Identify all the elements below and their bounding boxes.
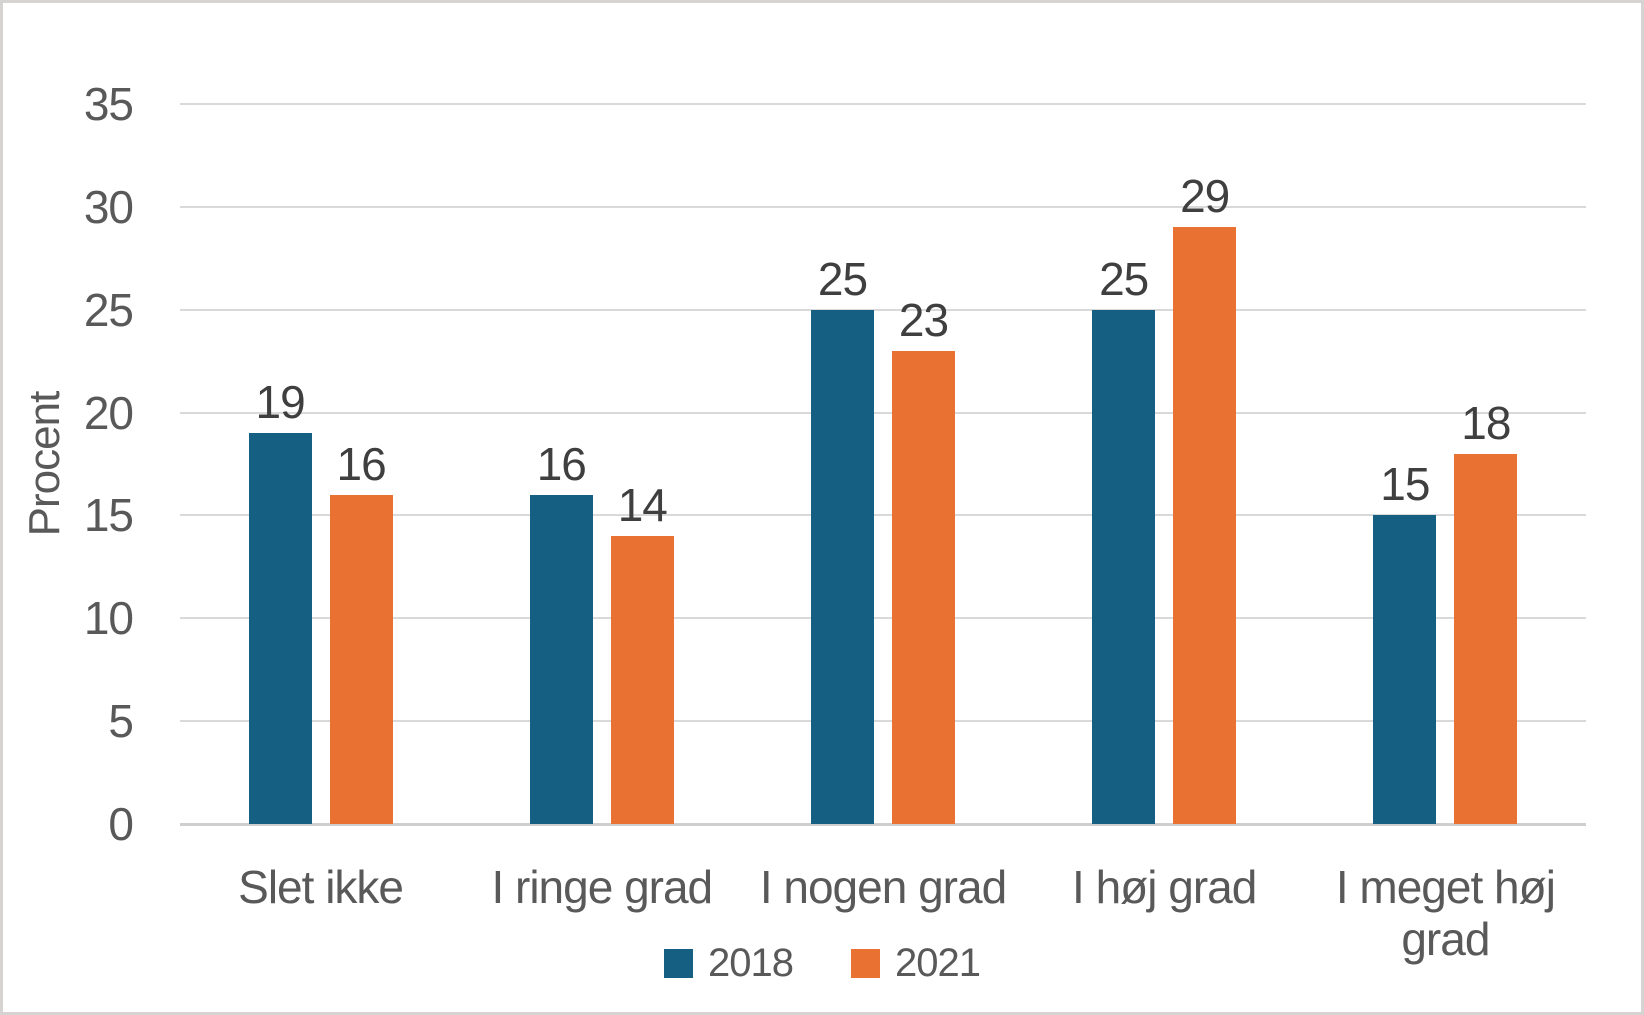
- data-label: 19: [255, 376, 306, 429]
- gridline: [180, 103, 1586, 105]
- data-label: 18: [1461, 396, 1511, 449]
- legend-label: 2018: [708, 941, 794, 985]
- bar-2018-5: [1373, 515, 1437, 824]
- bar-2021-4: [1173, 227, 1237, 824]
- x-axis-label: I nogen grad: [759, 861, 1007, 913]
- bar-2018-1: [248, 433, 312, 824]
- bar-2018-2: [529, 494, 593, 824]
- data-label: 25: [817, 252, 868, 305]
- y-tick-label: 25: [83, 283, 134, 336]
- y-tick-label: 35: [83, 78, 134, 130]
- legend-swatch-icon: [851, 949, 880, 978]
- x-axis-label: I høj grad: [1072, 861, 1257, 913]
- bar-2021-2: [610, 536, 674, 824]
- x-axis-label: I meget høj grad: [1335, 861, 1556, 965]
- data-label: 29: [1180, 170, 1230, 223]
- legend-item-2021: 2021: [851, 941, 981, 986]
- data-label: 14: [617, 479, 668, 531]
- gridline: [180, 720, 1586, 723]
- y-tick-label: 0: [108, 798, 134, 850]
- x-axis-line: [180, 822, 1586, 826]
- y-tick-label: 10: [83, 592, 134, 645]
- y-tick-label: 15: [83, 489, 134, 542]
- bar-2018-3: [811, 309, 874, 824]
- gridline: [180, 617, 1586, 620]
- bar-2021-3: [892, 350, 955, 824]
- gridline: [180, 205, 1586, 208]
- legend-item-2018: 2018: [664, 941, 794, 986]
- bar-2021-5: [1454, 453, 1518, 824]
- gridline: [180, 308, 1586, 311]
- legend: 2018 2021: [3, 941, 1641, 986]
- data-label: 16: [336, 437, 387, 490]
- data-label: 23: [898, 293, 949, 346]
- legend-label: 2021: [895, 941, 981, 985]
- bar-2018-4: [1092, 309, 1156, 824]
- data-label: 16: [536, 437, 587, 490]
- data-label: 15: [1380, 458, 1430, 511]
- y-tick-label: 5: [108, 695, 134, 748]
- x-axis-label: Slet ikke: [238, 861, 404, 913]
- data-label: 25: [1099, 252, 1149, 305]
- y-tick-label: 20: [83, 386, 134, 439]
- y-tick-label: 30: [83, 180, 134, 233]
- gridline: [180, 514, 1586, 517]
- y-axis-title: Procent: [20, 391, 69, 537]
- bar-2021-1: [329, 494, 393, 824]
- gridline: [180, 411, 1586, 414]
- plot-area: 0 5 10 15 20 25 30 35 Procent 19 16 16 14 25 23 25 29 1…: [3, 3, 1641, 1012]
- legend-swatch-icon: [664, 949, 694, 978]
- x-axis-label: I ringe grad: [491, 861, 713, 913]
